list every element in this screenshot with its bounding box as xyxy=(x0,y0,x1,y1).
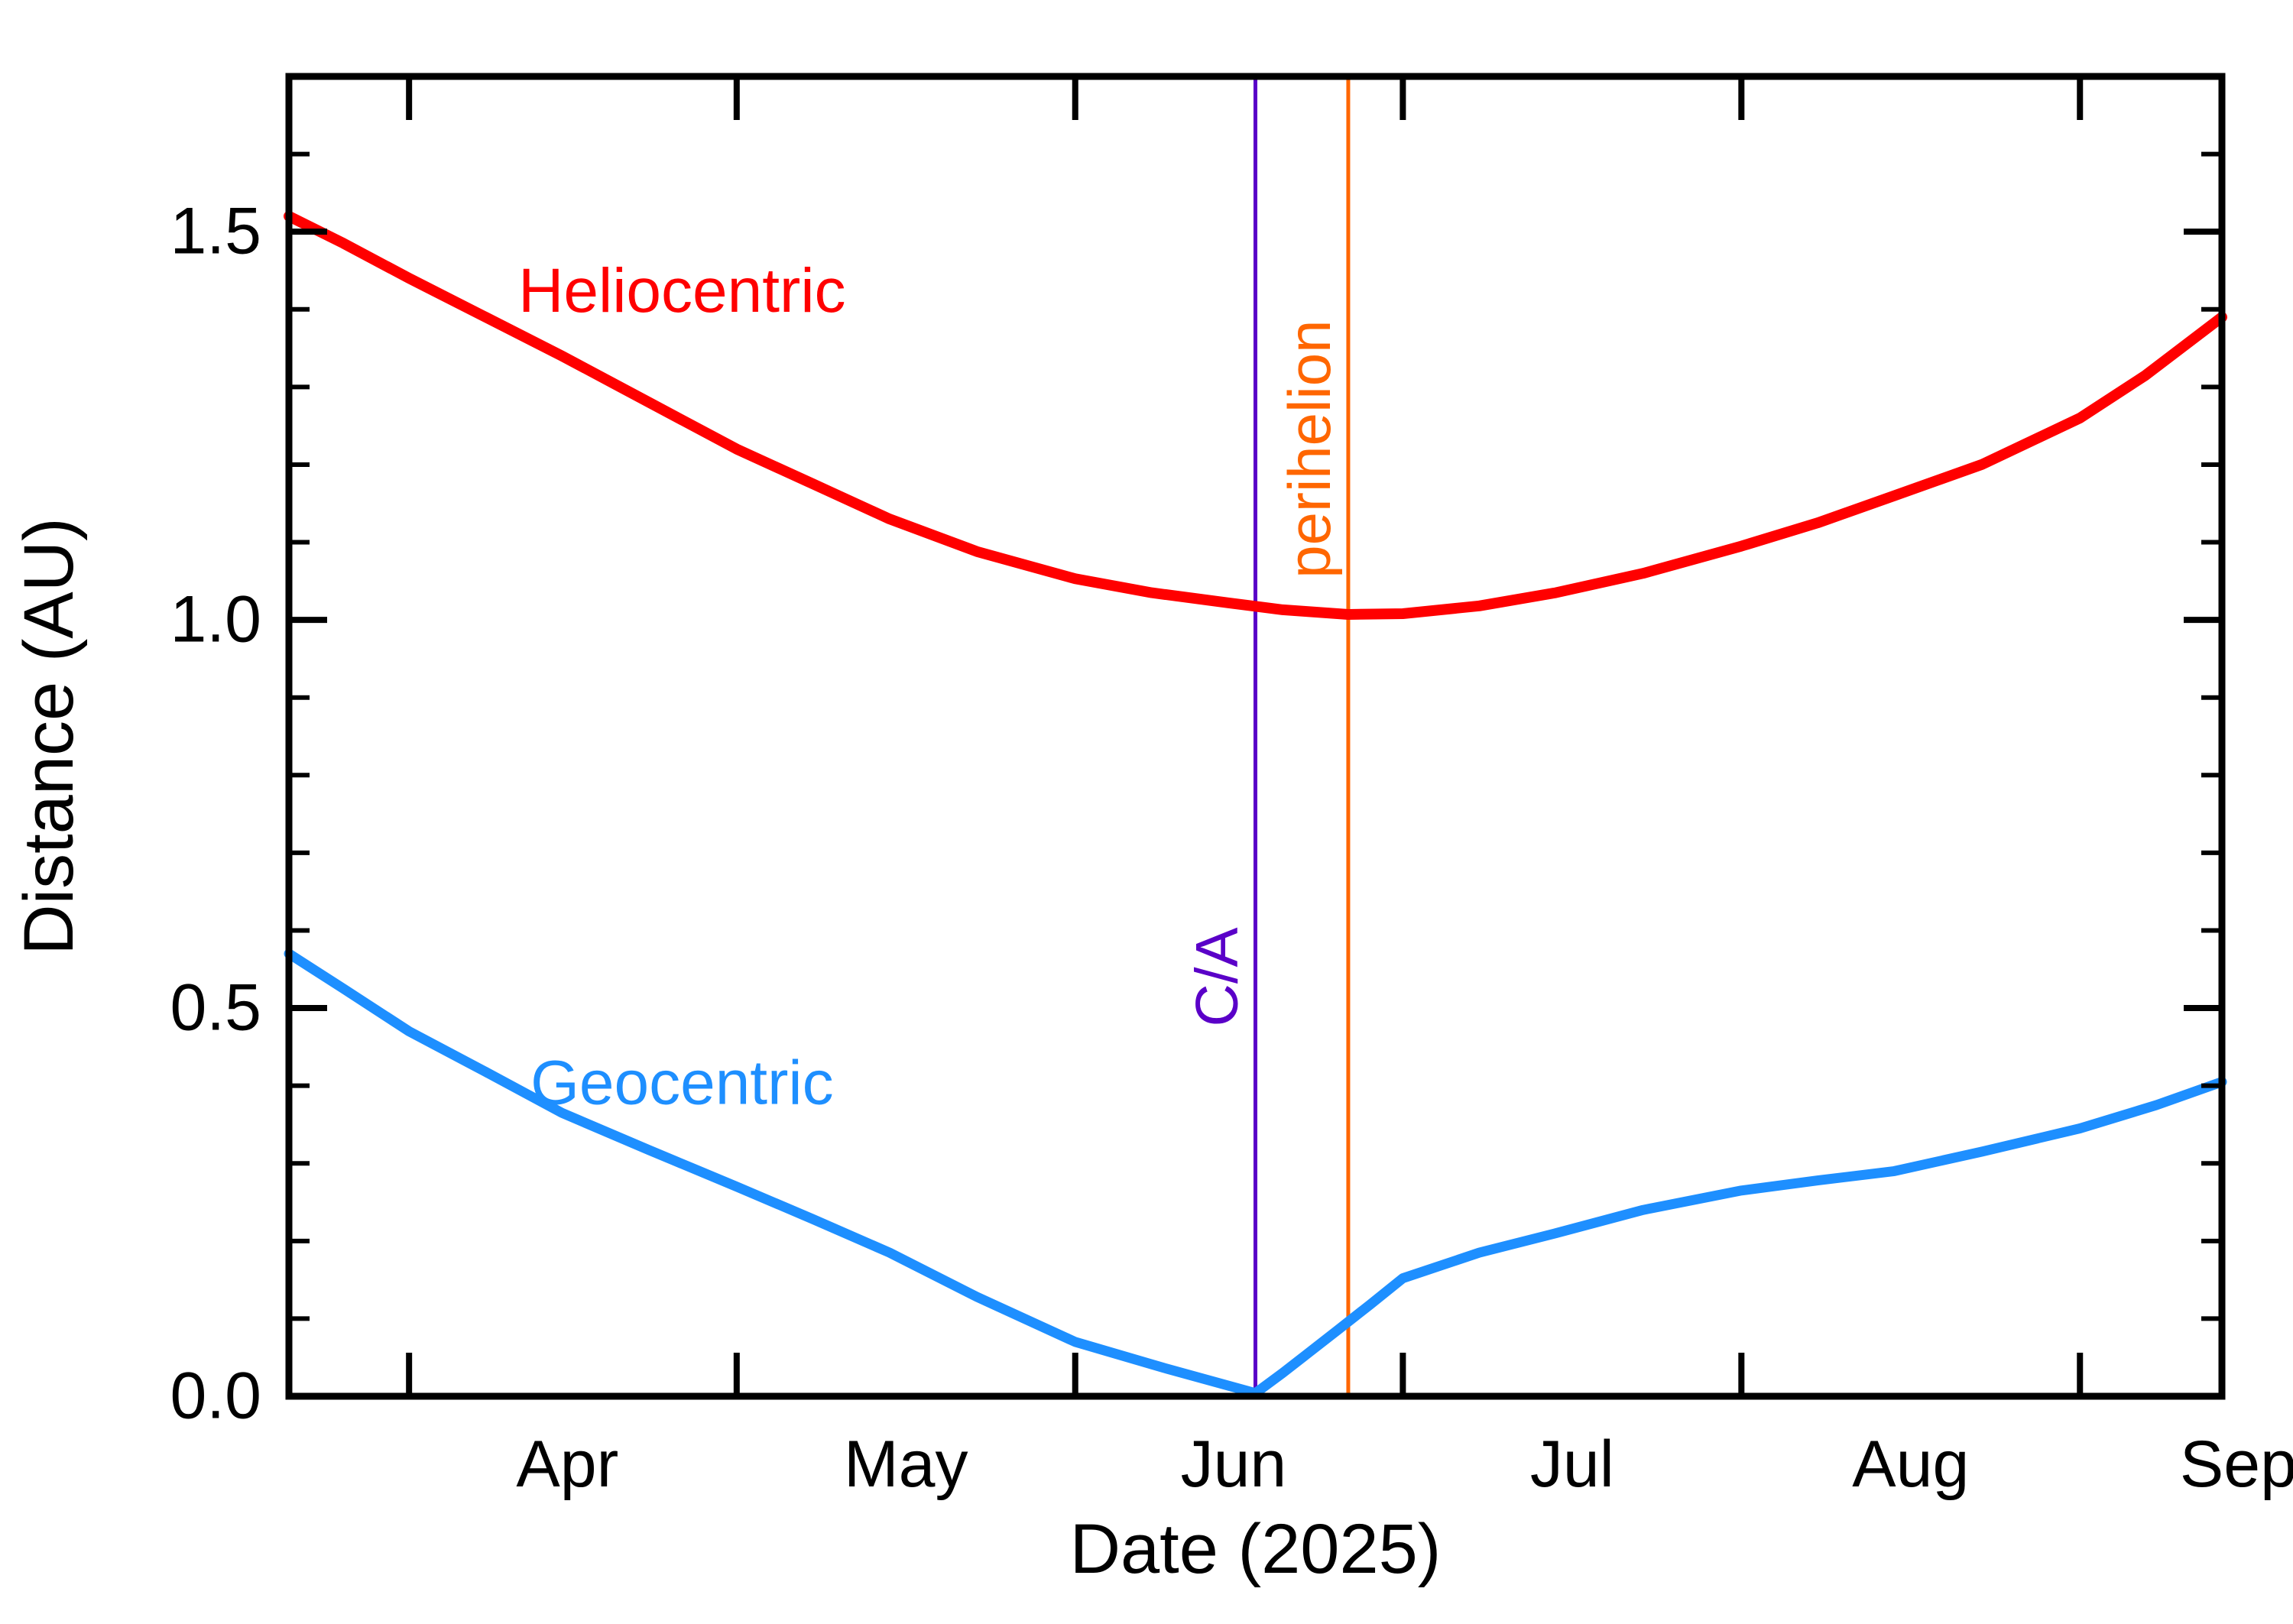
x-month-label-may: May xyxy=(844,1428,968,1501)
y-tick-label-00: 0.0 xyxy=(170,1359,261,1432)
x-month-label-jun: Jun xyxy=(1181,1428,1287,1501)
event-label-ca: C/A xyxy=(1183,927,1250,1026)
plot-frame xyxy=(285,73,2226,1400)
event-label-perihelion: perihelion xyxy=(1276,319,1343,578)
y-tick-label-10: 1.0 xyxy=(170,582,261,656)
series-line-geocentric xyxy=(284,948,2227,1399)
series-line-heliocentric xyxy=(284,210,2227,620)
series-label-geocentric: Geocentric xyxy=(530,1048,834,1117)
x-month-label-aug: Aug xyxy=(1852,1428,1969,1501)
y-axis-label: Distance (AU) xyxy=(10,517,88,955)
x-month-label-jul: Jul xyxy=(1530,1428,1614,1501)
x-month-label-apr: Apr xyxy=(516,1428,618,1501)
x-axis-label: Date (2025) xyxy=(1070,1510,1442,1588)
y-tick-label-05: 0.5 xyxy=(170,971,261,1044)
x-month-label-sep: Sep xyxy=(2180,1428,2293,1501)
y-tick-label-15: 1.5 xyxy=(170,195,261,268)
series-label-heliocentric: Heliocentric xyxy=(518,256,845,326)
